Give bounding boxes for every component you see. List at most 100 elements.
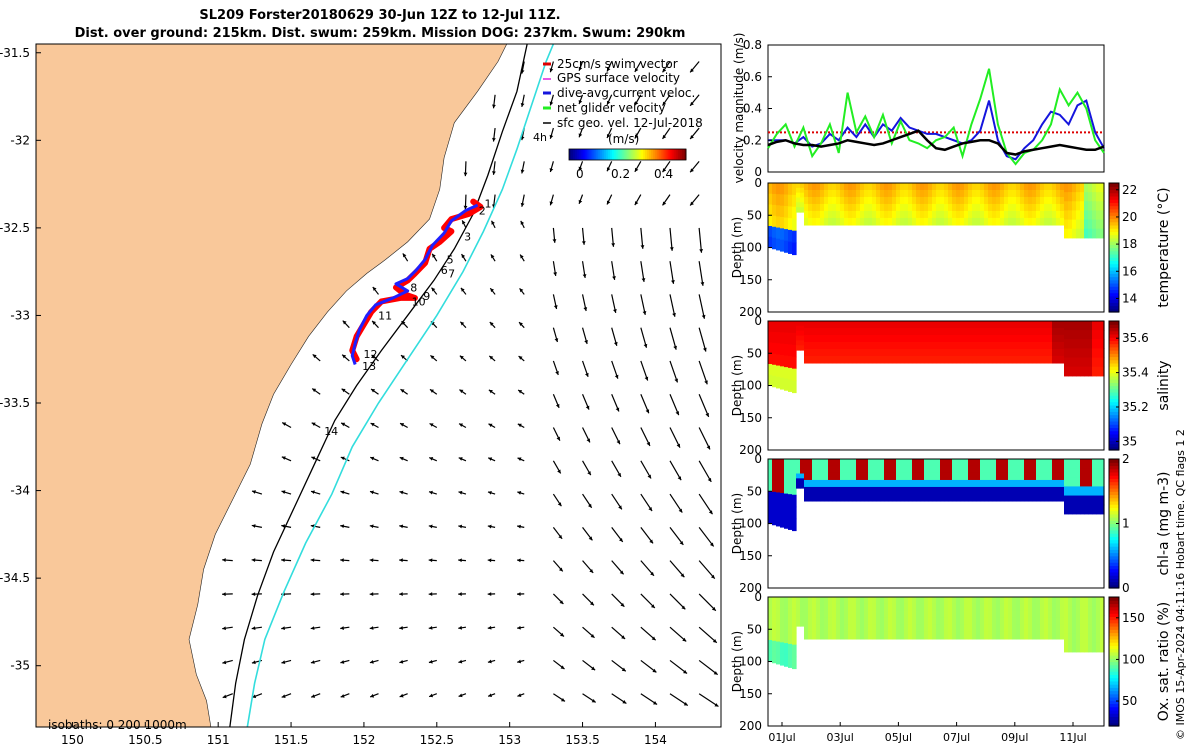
colorbar-frame <box>1108 182 1120 313</box>
depth-cell <box>908 196 913 205</box>
depth-cell <box>864 183 869 191</box>
depth-y-tick-label: 100 <box>739 655 762 669</box>
depth-cell <box>1020 459 1025 467</box>
depth-cell <box>1024 341 1029 350</box>
depth-cell <box>1036 355 1041 364</box>
speed-colorbar-step <box>623 149 627 160</box>
speed-colorbar-step <box>648 149 652 160</box>
speed-colorbar-step <box>660 149 664 160</box>
depth-cell <box>784 344 789 357</box>
depth-cell <box>1004 597 1009 605</box>
depth-cell <box>772 502 777 515</box>
colorbar-step <box>1109 533 1119 537</box>
depth-cell <box>940 321 945 329</box>
depth-cell <box>1064 321 1069 331</box>
depth-cell <box>840 472 845 481</box>
depth-cell <box>980 631 985 640</box>
depth-cell <box>976 189 981 198</box>
depth-cell <box>880 479 885 488</box>
depth-cell <box>936 624 941 633</box>
depth-cell <box>1008 203 1013 212</box>
depth-cell <box>796 183 801 189</box>
depth-cell <box>780 608 785 621</box>
depth-cell <box>792 368 797 382</box>
current-vector <box>669 659 688 674</box>
current-vector <box>669 560 685 578</box>
depth-cell <box>836 334 841 343</box>
depth-cell <box>1052 493 1057 502</box>
depth-cell <box>1048 327 1053 336</box>
depth-cell <box>868 203 873 212</box>
depth-cell <box>948 321 953 329</box>
colorbar-step <box>1109 289 1119 294</box>
depth-cell <box>916 624 921 633</box>
depth-cell <box>1064 210 1069 221</box>
depth-cell <box>972 617 977 626</box>
depth-cell <box>904 610 909 619</box>
depth-cell <box>828 459 833 467</box>
depth-cell <box>1000 341 1005 350</box>
depth-cell <box>1020 631 1025 640</box>
depth-cell <box>932 196 937 205</box>
depth-cell <box>804 348 809 357</box>
depth-cell <box>976 334 981 343</box>
waypoint-label: 3 <box>464 231 471 244</box>
depth-cell <box>872 355 877 364</box>
depth-cell <box>1060 631 1065 640</box>
depth-cell <box>956 486 961 495</box>
depth-cell <box>1100 606 1105 616</box>
depth-cell <box>776 459 781 471</box>
depth-cell <box>792 230 797 244</box>
depth-cell <box>840 217 845 226</box>
depth-cell <box>1020 493 1025 502</box>
depth-cell <box>808 203 813 212</box>
depth-cell <box>932 493 937 502</box>
depth-cell <box>968 479 973 488</box>
velocity-y-tick-label: 0.4 <box>743 102 762 116</box>
depth-cell <box>1012 217 1017 226</box>
depth-cell <box>804 610 809 619</box>
depth-cell <box>916 631 921 640</box>
depth-cell <box>952 459 957 467</box>
depth-cell <box>912 341 917 350</box>
depth-cell <box>944 348 949 357</box>
speed-colorbar-step <box>613 149 617 160</box>
depth-cell <box>900 189 905 198</box>
current-vector-head <box>606 67 611 72</box>
depth-cell <box>804 459 809 467</box>
map-x-tick-label: 152.5 <box>420 733 454 747</box>
depth-cell <box>1004 479 1009 488</box>
depth-cell <box>816 355 821 364</box>
depth-cell <box>1088 495 1093 506</box>
depth-cell <box>816 334 821 343</box>
depth-cell <box>808 341 813 350</box>
depth-cell <box>800 183 805 189</box>
depth-cell <box>784 505 789 518</box>
depth-cell <box>1072 642 1077 653</box>
depth-cell <box>816 493 821 502</box>
current-vector-head <box>578 199 583 204</box>
current-vector-head <box>281 524 286 528</box>
current-vector-head <box>519 322 523 326</box>
depth-cell <box>996 348 1001 357</box>
depth-cell <box>996 493 1001 502</box>
chart-subtitle: Dist. over ground: 215km. Dist. swum: 25… <box>74 26 686 41</box>
depth-cell <box>800 207 805 213</box>
depth-cell <box>948 203 953 212</box>
current-vector <box>698 593 717 612</box>
depth-cell <box>968 210 973 219</box>
depth-cell <box>860 183 865 191</box>
colorbar-step <box>1109 398 1119 403</box>
depth-cell <box>992 341 997 350</box>
depth-cell <box>912 624 917 633</box>
current-vector <box>669 593 686 610</box>
depth-cell <box>1060 610 1065 619</box>
depth-cell <box>832 631 837 640</box>
waypoint-label: 10 <box>412 295 426 308</box>
depth-cell <box>776 343 781 356</box>
depth-cell <box>916 610 921 619</box>
map-y-tick-label: -33 <box>10 308 30 322</box>
depth-cell <box>780 354 785 367</box>
depth-cell <box>828 465 833 474</box>
depth-cell <box>984 493 989 502</box>
